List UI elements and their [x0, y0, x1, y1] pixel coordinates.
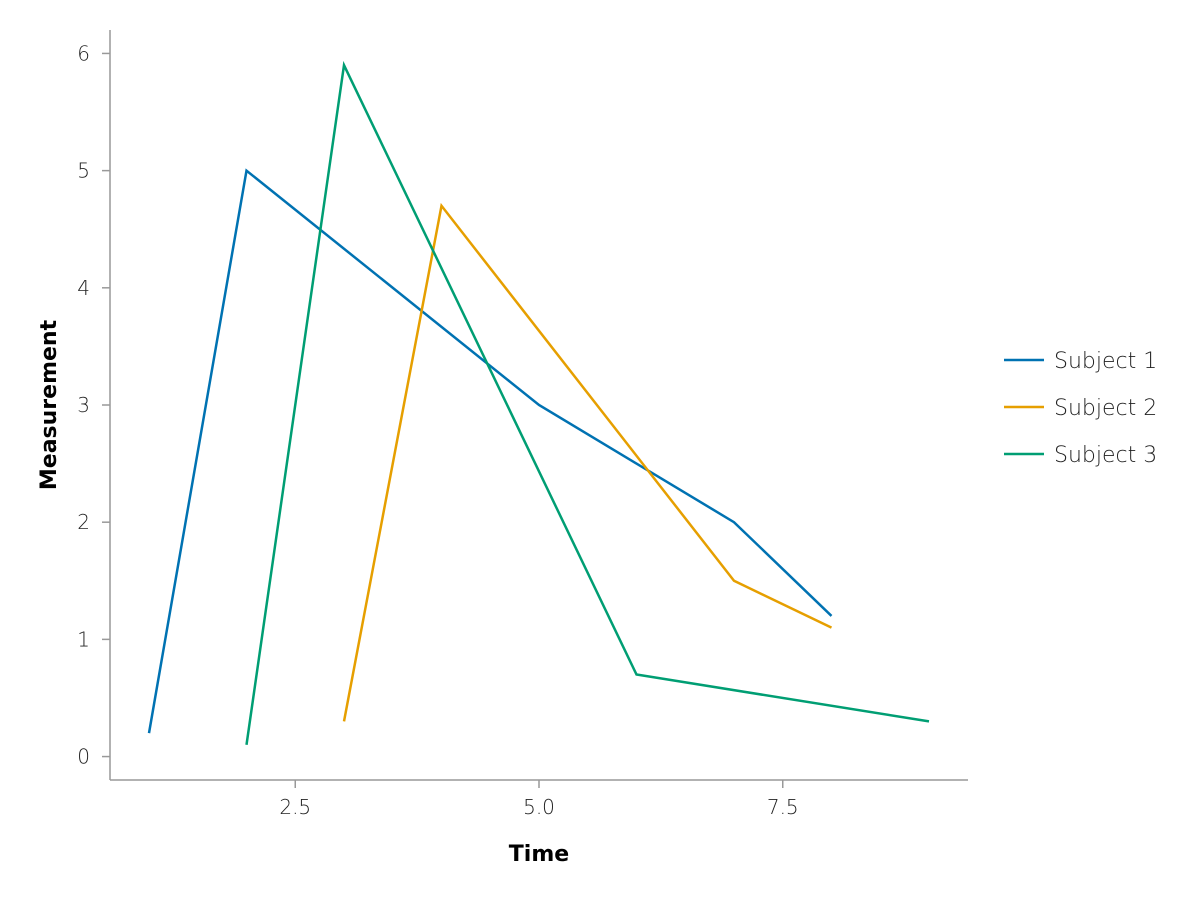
x-axis-label: Time [509, 842, 569, 867]
series-line-subject-1 [147, 168, 833, 734]
x-tick-label: 7.5 [767, 795, 799, 819]
series-lines [147, 60, 930, 746]
y-tick-label: 4 [77, 276, 90, 300]
y-tick-label: 1 [77, 627, 90, 651]
legend-label: Subject 2 [1054, 396, 1157, 421]
x-tick-label: 2.5 [279, 795, 311, 819]
series-line-subject-3 [245, 60, 930, 746]
y-tick-label: 6 [77, 41, 90, 65]
y-tick-label: 0 [77, 745, 90, 769]
y-tick-label: 5 [77, 159, 90, 183]
y-tick-label: 3 [77, 393, 90, 417]
series-line-subject-2 [342, 202, 833, 722]
legend-label: Subject 3 [1054, 443, 1157, 468]
y-axis-label: Measurement [37, 319, 62, 490]
x-ticks: 2.5 5.0 7.5 [279, 780, 799, 819]
legend-label: Subject 1 [1054, 349, 1157, 374]
x-tick-label: 5.0 [523, 795, 555, 819]
legend: Subject 1 Subject 2 Subject 3 [1004, 349, 1157, 468]
y-ticks: 0 1 2 3 4 5 6 [77, 41, 110, 769]
y-tick-label: 2 [77, 510, 90, 534]
